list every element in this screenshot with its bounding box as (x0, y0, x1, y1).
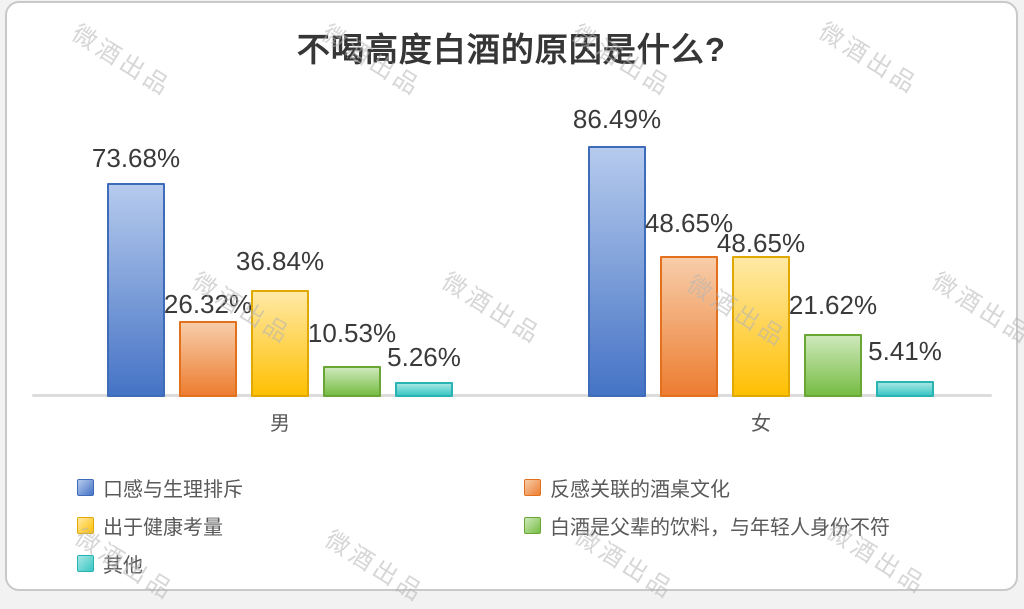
legend-label: 出于健康考量 (103, 517, 223, 539)
category-label-男: 男 (270, 413, 290, 435)
bar-orange-男 (179, 320, 237, 397)
data-label: 73.68% (91, 143, 181, 174)
legend-swatch-green-icon (524, 517, 541, 534)
data-label: 21.62% (788, 290, 878, 321)
data-label: 48.65% (716, 227, 806, 258)
legend-item-orange: 反感关联的酒桌文化 (524, 473, 730, 502)
x-axis-line (32, 394, 992, 397)
legend-item-yellow: 出于健康考量 (77, 511, 223, 540)
bar-teal-女 (876, 381, 934, 397)
legend-label: 白酒是父辈的饮料，与年轻人身份不符 (550, 517, 890, 539)
data-label: 48.65% (644, 207, 734, 238)
data-label: 5.41% (868, 336, 942, 367)
category-label-女: 女 (751, 413, 771, 435)
chart-card: 不喝高度白酒的原因是什么? 73.68% 26.32% 36.84% 10.53% 5.… (5, 1, 1018, 591)
legend-swatch-yellow-icon (77, 517, 94, 534)
legend-item-green: 白酒是父辈的饮料，与年轻人身份不符 (524, 511, 890, 540)
legend-item-blue: 口感与生理排斥 (77, 473, 243, 502)
data-label: 26.32% (163, 288, 253, 319)
bar-blue-女 (588, 146, 646, 397)
legend-swatch-teal-icon (77, 555, 94, 572)
legend-item-teal: 其他 (77, 549, 143, 578)
data-label: 86.49% (572, 104, 662, 135)
legend-swatch-orange-icon (524, 479, 541, 496)
bar-blue-男 (107, 183, 165, 397)
legend-label: 口感与生理排斥 (103, 479, 243, 501)
legend-label: 其他 (103, 555, 143, 577)
data-label: 5.26% (387, 341, 461, 372)
bar-yellow-男 (251, 290, 309, 397)
data-label: 10.53% (307, 318, 397, 349)
bar-yellow-女 (732, 255, 790, 397)
legend-label: 反感关联的酒桌文化 (550, 479, 730, 501)
chart-title: 不喝高度白酒的原因是什么? (296, 31, 727, 68)
bar-chart: 73.68% 26.32% 36.84% 10.53% 5.26% 86.49% 48.65… (7, 3, 1016, 589)
data-label: 36.84% (235, 246, 325, 277)
bar-teal-男 (395, 381, 453, 397)
bar-green-男 (323, 366, 381, 397)
bar-green-女 (804, 334, 862, 397)
bar-orange-女 (660, 255, 718, 397)
legend-swatch-blue-icon (77, 479, 94, 496)
chart-legend: 口感与生理排斥 反感关联的酒桌文化出于健康考量 白酒是父辈的饮料，与年轻人身份不符其… (7, 3, 1016, 589)
